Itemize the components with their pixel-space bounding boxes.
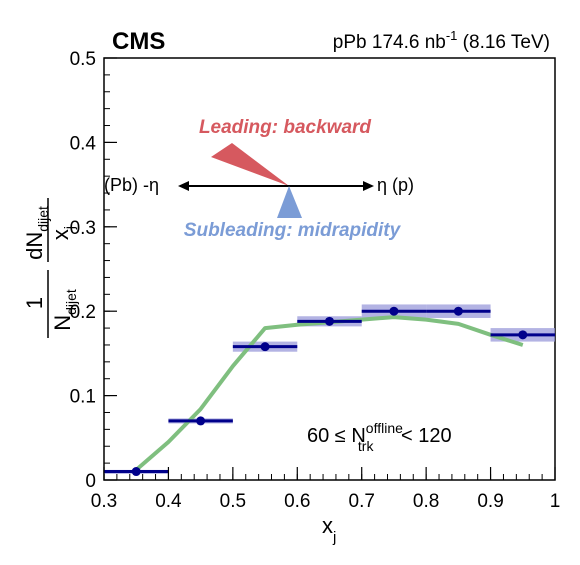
data-point <box>453 306 463 316</box>
lumi-prefix: pPb 174.6 nb <box>333 32 446 53</box>
y-tick-label: 0.3 <box>70 218 96 239</box>
data-point <box>260 342 270 352</box>
leading-label: Leading: backward <box>199 117 371 138</box>
y-label-num: dNdijet <box>22 206 51 260</box>
data-point <box>518 330 528 340</box>
x-tick-label: 0.5 <box>220 491 246 512</box>
y-tick-label: 0.1 <box>70 387 96 408</box>
kinematics-diagram: Leading: backward (Pb) -η η (p) Subleadi… <box>104 117 414 241</box>
experiment-label: CMS <box>112 28 165 55</box>
annotation-sub: trk <box>358 438 375 454</box>
x-tick-label: 0.8 <box>413 491 439 512</box>
annotation-prefix: 60 ≤ N <box>307 425 366 447</box>
y-label-norm-sub: dijet <box>63 289 79 315</box>
eta-arrow-left-icon <box>178 181 189 191</box>
y-tick-label: 0.5 <box>70 49 96 70</box>
x-axis-label-main: x <box>322 513 333 538</box>
x-tick-label: 0.9 <box>477 491 503 512</box>
y-label-den-main: x <box>48 229 73 240</box>
x-tick-label: 0.4 <box>155 491 182 512</box>
annotation-suffix: < 120 <box>395 425 451 447</box>
y-tick-label: 0.4 <box>70 133 97 154</box>
y-label-num-main: dN <box>22 232 47 260</box>
annotation-sup: offline <box>366 420 403 436</box>
y-label-norm-main: N <box>50 315 75 331</box>
pb-side-label: (Pb) -η <box>104 175 159 195</box>
data-layer <box>104 304 555 477</box>
data-point <box>325 316 334 326</box>
lumi-suffix: (8.16 TeV) <box>457 32 550 53</box>
data-point <box>389 306 399 316</box>
y-label-one: 1 <box>22 297 47 309</box>
x-axis-label: xj <box>322 513 336 546</box>
y-label-den-sub: j <box>61 226 77 230</box>
leading-jet-cone <box>211 143 289 186</box>
luminosity-label: pPb 174.6 nb-1 (8.16 TeV) <box>333 28 550 53</box>
plot-frame <box>103 57 556 481</box>
eta-arrow-right-icon <box>363 181 374 191</box>
data-point <box>196 416 206 426</box>
subleading-label: Subleading: midrapidity <box>184 220 402 241</box>
tick-layer: 0.3 0.4 0.5 0.6 0.7 0.8 0.9 1 0 0.1 0.2 0.3 0.4 0.5 <box>70 49 561 512</box>
subleading-jet-cone <box>277 186 302 218</box>
x-tick-label: 1 <box>550 491 561 512</box>
y-tick-label: 0.2 <box>70 302 96 323</box>
multiplicity-annotation: 60 ≤ Noffline trk < 120 <box>307 420 452 454</box>
y-label-num-sub: dijet <box>35 206 51 232</box>
y-label-den: xj <box>48 226 77 240</box>
y-label-norm: Ndijet <box>50 289 79 331</box>
p-side-label: η (p) <box>377 175 414 195</box>
y-tick-label: 0 <box>85 471 96 492</box>
data-point <box>131 467 141 477</box>
x-tick-label: 0.3 <box>91 491 117 512</box>
lumi-superscript: -1 <box>446 28 458 43</box>
x-tick-label: 0.6 <box>284 491 310 512</box>
x-tick-label: 0.7 <box>349 491 375 512</box>
y-axis-label: 1 Ndijet dNdijet xj <box>22 198 79 338</box>
x-axis-label-sub: j <box>332 529 336 546</box>
